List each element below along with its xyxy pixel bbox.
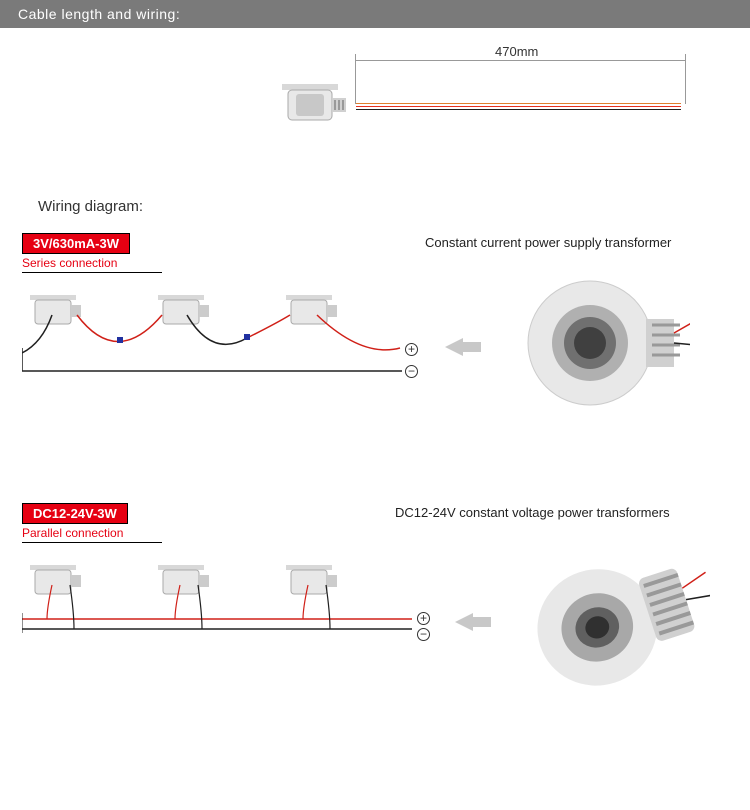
series-connection-label: Series connection <box>22 256 162 273</box>
cable-fixture-icon <box>282 76 357 136</box>
dim-top-line <box>355 60 685 61</box>
parallel-block: DC12-24V-3W Parallel connection DC12-24V… <box>0 503 750 743</box>
wiring-diagram-title: Wiring diagram: <box>38 198 750 215</box>
dim-tick-right <box>685 54 686 104</box>
parallel-badge: DC12-24V-3W <box>22 503 128 524</box>
cable-wire-3 <box>356 109 681 110</box>
parallel-plus-icon: + <box>417 612 430 625</box>
header-title: Cable length and wiring: <box>18 6 180 22</box>
parallel-transformer-icon <box>520 528 710 708</box>
parallel-wiring-svg <box>22 583 414 643</box>
parallel-arrow-tail <box>473 617 491 627</box>
parallel-connection-label: Parallel connection <box>22 526 162 543</box>
header-bar: Cable length and wiring: <box>0 0 750 28</box>
series-badge: 3V/630mA-3W <box>22 233 130 254</box>
series-minus-icon: − <box>405 365 418 378</box>
parallel-minus-icon: − <box>417 628 430 641</box>
cable-wire-1 <box>356 103 681 104</box>
series-plus-icon: + <box>405 343 418 356</box>
cable-wire-2 <box>356 106 681 107</box>
series-block: 3V/630mA-3W Series connection Constant c… <box>0 233 750 473</box>
cable-length-label: 470mm <box>495 44 538 59</box>
series-diagram: Constant current power supply transforme… <box>0 273 750 473</box>
parallel-supply-label: DC12-24V constant voltage power transfor… <box>395 505 670 520</box>
parallel-diagram: DC12-24V constant voltage power transfor… <box>0 543 750 743</box>
parallel-arrow-icon <box>455 613 473 631</box>
series-supply-label: Constant current power supply transforme… <box>425 235 671 250</box>
series-arrow-tail <box>463 342 481 352</box>
series-arrow-icon <box>445 338 463 356</box>
cable-length-section: 470mm <box>0 48 750 178</box>
series-transformer-icon <box>520 263 690 423</box>
series-wiring-svg <box>22 313 402 383</box>
